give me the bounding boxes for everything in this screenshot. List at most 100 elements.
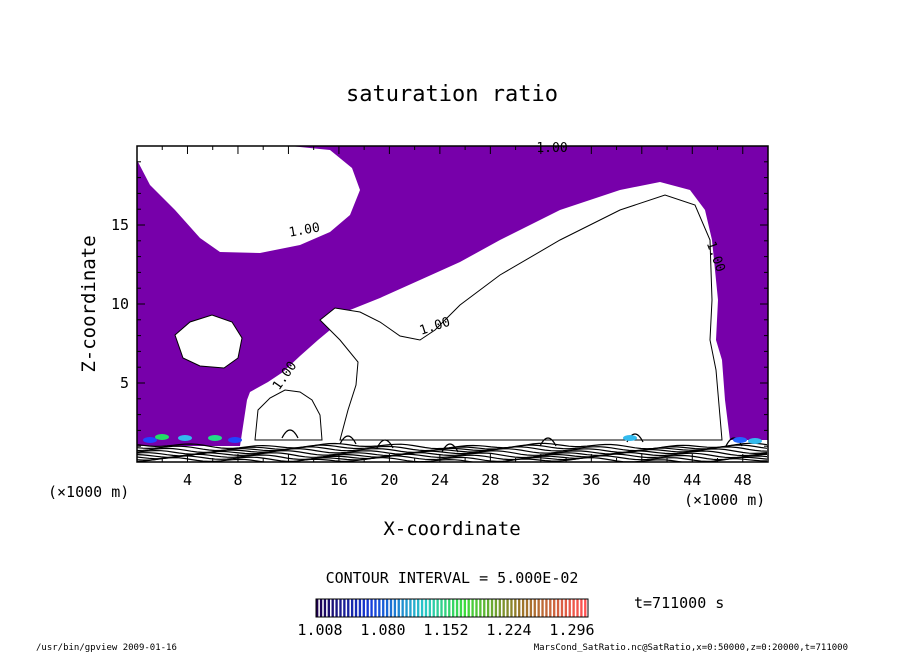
- colorbar-tick-label: 1.296: [549, 621, 594, 639]
- colorbar-swatch: [564, 599, 568, 617]
- colorbar-swatch: [362, 599, 365, 617]
- colorbar-swatch: [572, 599, 575, 617]
- contour-line: [137, 448, 768, 455]
- colorbar-swatch: [366, 599, 369, 617]
- x-tick-label: 8: [233, 471, 242, 489]
- color-spot: [178, 435, 192, 441]
- colorbar-swatch: [389, 599, 393, 617]
- colorbar-swatch: [374, 599, 377, 617]
- colorbar-swatch: [405, 599, 408, 617]
- colorbar-swatch: [506, 599, 509, 617]
- x-tick-label: 28: [481, 471, 499, 489]
- colorbar-swatch: [553, 599, 556, 617]
- time-label: t=711000 s: [634, 594, 724, 612]
- x-axis-label: X-coordinate: [383, 518, 520, 540]
- color-spot: [228, 437, 242, 443]
- colorbar-swatch: [467, 599, 470, 617]
- colorbar-swatch: [568, 599, 571, 617]
- colorbar-swatch: [343, 599, 346, 617]
- colorbar-swatch: [463, 599, 466, 617]
- colorbar-swatch: [584, 599, 587, 617]
- x-tick-label: 16: [330, 471, 348, 489]
- surface-color-spots: [143, 434, 762, 444]
- colorbar-swatch: [339, 599, 342, 617]
- contour-line: [539, 437, 557, 447]
- colorbar-border: [315, 598, 589, 618]
- colorbar-swatch: [335, 599, 338, 617]
- colorbar-swatch: [471, 599, 474, 617]
- footer-left: /usr/bin/gpview 2009-01-16: [36, 643, 177, 653]
- y-tick-label: 10: [111, 295, 129, 313]
- colorbar-swatch: [486, 599, 490, 617]
- colorbar-swatch: [490, 599, 494, 617]
- colorbar-swatch: [420, 599, 424, 617]
- chart-title: saturation ratio: [346, 82, 558, 107]
- colorbar-swatch: [455, 599, 459, 617]
- contour-line: [137, 451, 768, 459]
- contour-line: [137, 453, 768, 461]
- colorbar-swatch: [424, 599, 428, 617]
- colorbar-tick-label: 1.008: [297, 621, 342, 639]
- colorbar-swatch: [428, 599, 432, 617]
- contour-line: [281, 429, 299, 439]
- contour-line: [137, 446, 768, 454]
- x-tick-label: 36: [582, 471, 600, 489]
- colorbar-swatch: [370, 599, 373, 617]
- contour-line: [441, 443, 459, 453]
- colorbar-swatch: [459, 599, 463, 617]
- x-tick-label: 40: [633, 471, 651, 489]
- colorbar-swatch: [397, 599, 400, 617]
- white-tongue-center: [319, 194, 723, 441]
- contour-lines: [137, 429, 768, 462]
- colorbar-swatch: [413, 599, 416, 617]
- colorbar-swatch: [560, 599, 564, 617]
- colorbar-swatch: [502, 599, 505, 617]
- y-axis: 5 10 15: [111, 161, 768, 447]
- x-tick-label: 12: [279, 471, 297, 489]
- x-axis: 4 8 12 16 20 24 28 32 36 40 44 48: [161, 146, 769, 489]
- colorbar-swatch: [350, 599, 354, 617]
- colorbar-swatch: [479, 599, 482, 617]
- colorbar-swatch: [533, 599, 536, 617]
- colorbar-swatch: [401, 599, 404, 617]
- x-tick-label: 4: [183, 471, 192, 489]
- y-axis-label: Z-coordinate: [78, 235, 100, 372]
- colorbar-swatch: [541, 599, 544, 617]
- colorbar-swatch: [529, 599, 533, 617]
- contour-line: [725, 437, 743, 447]
- colorbar-swatch: [432, 599, 435, 617]
- x-tick-label: 48: [734, 471, 752, 489]
- colorbar-swatch: [494, 599, 498, 617]
- x-unit-left: (×1000 m): [48, 483, 129, 501]
- plot-area: 1.001.001.001.001.00: [136, 141, 769, 463]
- contour-label: 1.00: [536, 141, 567, 156]
- x-tick-label: 20: [380, 471, 398, 489]
- colorbar-swatch: [316, 599, 319, 617]
- colorbar-swatch: [576, 599, 579, 617]
- contour-line: [137, 450, 768, 457]
- colorbar-swatch: [514, 599, 517, 617]
- colorbar-swatch: [323, 599, 327, 617]
- colorbar-swatch: [382, 599, 385, 617]
- contour-line: [376, 439, 394, 449]
- color-spot: [733, 437, 747, 443]
- white-hole-left: [174, 314, 243, 369]
- colorbar-swatch: [498, 599, 501, 617]
- colorbar-ticks: 1.008 1.080 1.152 1.224 1.296: [297, 621, 594, 639]
- colorbar-tick-label: 1.224: [486, 621, 531, 639]
- colorbar-swatch: [475, 599, 478, 617]
- x-tick-label: 24: [431, 471, 449, 489]
- color-spot: [143, 437, 157, 443]
- colorbar-swatch: [417, 599, 420, 617]
- color-spot: [748, 438, 762, 444]
- contour-line: [339, 435, 357, 445]
- x-unit-right: (×1000 m): [684, 491, 765, 509]
- color-spot: [623, 435, 637, 441]
- colorbar-swatch: [545, 599, 548, 617]
- y-tick-label: 5: [120, 374, 129, 392]
- colorbar-swatch: [440, 599, 443, 617]
- contour-label: 1.00: [288, 220, 321, 240]
- colorbar-swatch: [393, 599, 397, 617]
- contour-line: [137, 455, 768, 462]
